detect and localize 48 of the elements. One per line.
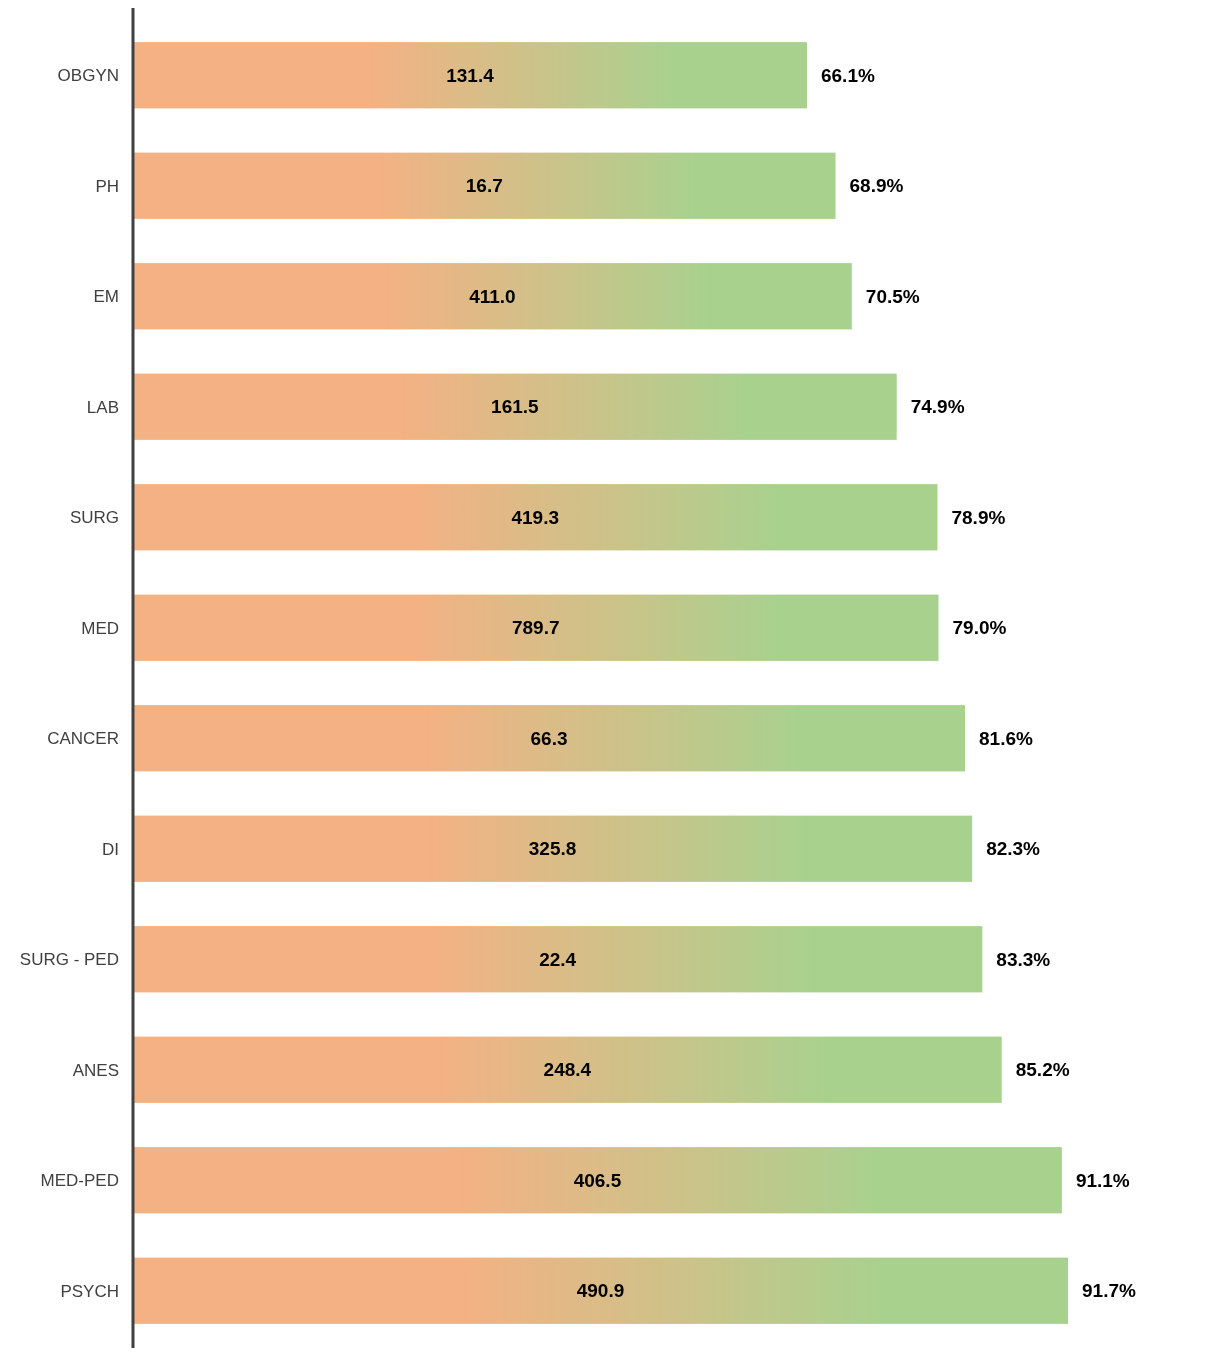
y-tick-label: SURG [69,508,119,528]
y-tick-label: SURG - PED [19,950,119,970]
bar [133,42,807,109]
y-tick-label: PSYCH [60,1281,119,1301]
bar [133,1036,1002,1103]
data-label: 74.9% [910,396,965,418]
data-label: 85.2% [1015,1059,1070,1081]
bar [133,815,973,882]
data-label: 78.9% [951,506,1006,528]
y-tick-label: CANCER [47,729,119,749]
bar [133,152,836,219]
y-tick-label: ANES [72,1060,119,1080]
y-tick-label: EM [93,287,119,307]
data-label: 79.0% [952,617,1007,639]
data-label: 83.3% [996,948,1051,970]
y-tick-label: MED-PED [40,1171,119,1191]
data-label: 70.5% [865,285,920,307]
bar [133,926,983,993]
y-tick-label: PH [95,176,119,196]
y-tick-label: DI [102,839,119,859]
bar [133,263,852,330]
data-label: 81.6% [979,727,1033,749]
bar [133,484,938,551]
data-label: 66.1% [820,64,875,86]
annotation: 161.5 [491,396,540,418]
data-label: 68.9% [849,175,904,197]
annotation: 411.0 [469,285,516,307]
data-label: 82.3% [986,838,1041,860]
bar [133,594,939,661]
annotation: 419.3 [511,506,560,528]
annotation: 490.9 [576,1280,625,1302]
annotation: 406.5 [573,1169,622,1191]
data-label: 91.1% [1075,1169,1130,1191]
annotation: 16.7 [465,175,503,197]
annotation: 22.4 [539,948,577,970]
annotation: 325.8 [528,838,577,860]
bar [133,373,897,440]
annotation: 66.3 [530,727,568,749]
annotation: 248.4 [543,1059,592,1081]
data-label: 91.7% [1082,1280,1136,1302]
bar [133,705,966,772]
y-tick-label: MED [81,618,119,638]
annotation: 131.4 [446,64,495,86]
y-tick-label: LAB [86,397,119,417]
bar [133,1257,1068,1324]
bar [133,1147,1062,1214]
y-tick-label: OBGYN [57,66,119,86]
annotation: 789.7 [511,617,560,639]
